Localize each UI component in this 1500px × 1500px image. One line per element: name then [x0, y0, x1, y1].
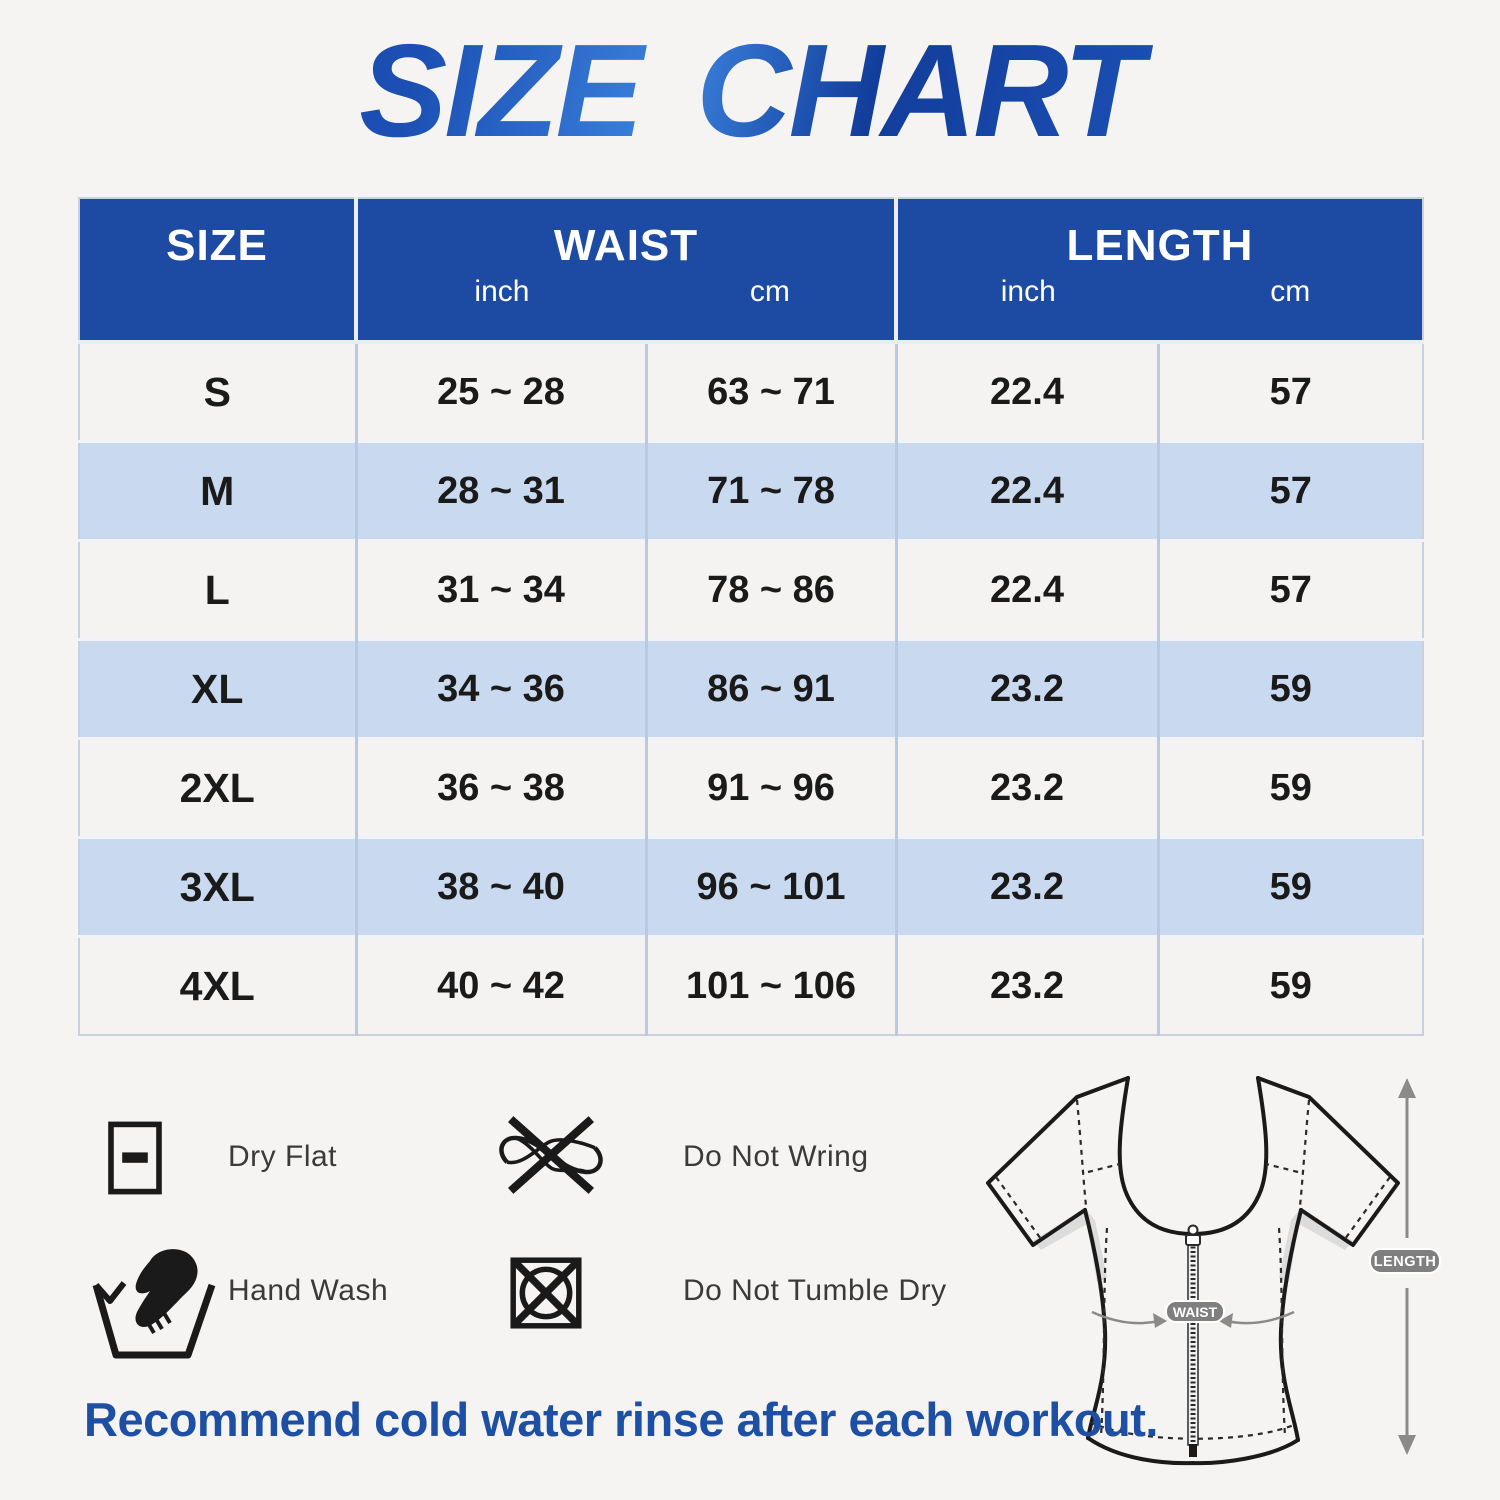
waist-cm-cell: 71 ~ 78 [644, 440, 896, 541]
waist-units: inch cm [358, 275, 894, 309]
dry-flat-label: Dry Flat [228, 1140, 337, 1173]
length-pill-label: LENGTH [1374, 1254, 1437, 1270]
size-cell: M [79, 440, 356, 541]
length-inch-cell: 23.2 [894, 638, 1158, 739]
table-row: XL 34 ~ 36 86 ~ 91 23.2 59 [79, 638, 1423, 739]
waist-inch-cell: 34 ~ 36 [354, 638, 646, 739]
table-header-row: SIZE WAIST inch cm LENGTH inch cm [79, 198, 1423, 344]
waist-header-label: WAIST [553, 221, 699, 270]
waist-cm-cell: 91 ~ 96 [644, 737, 896, 838]
waist-inch-cell: 31 ~ 34 [354, 539, 646, 640]
table-row: L 31 ~ 34 78 ~ 86 22.4 57 [79, 539, 1423, 640]
length-inch-cell: 23.2 [894, 737, 1158, 838]
hand-wash-icon [88, 1243, 228, 1368]
size-table: SIZE WAIST inch cm LENGTH inch cm [78, 197, 1424, 1036]
shirt-seams [995, 1099, 1391, 1440]
waist-inch-cell: 25 ~ 28 [354, 342, 646, 442]
table-row: 3XL 38 ~ 40 96 ~ 101 23.2 59 [79, 836, 1423, 937]
waist-inch-cell: 38 ~ 40 [354, 836, 646, 937]
do-not-tumble-dry-label: Do Not Tumble Dry [683, 1274, 947, 1307]
waist-cm-cell: 96 ~ 101 [644, 836, 896, 937]
length-inch-cell: 22.4 [894, 342, 1158, 442]
shirt-diagram: WAIST LENGTH [986, 1076, 1441, 1466]
size-cell: 4XL [79, 935, 356, 1035]
waist-pill-label: WAIST [1173, 1304, 1218, 1320]
size-cell: S [79, 342, 356, 442]
table-row: S 25 ~ 28 63 ~ 71 22.4 57 [79, 342, 1423, 442]
length-cm-cell: 59 [1156, 836, 1423, 937]
do-not-wring-icon [492, 1112, 610, 1203]
footer-note: Recommend cold water rinse after each wo… [84, 1393, 1158, 1446]
waist-inch-cell: 36 ~ 38 [354, 737, 646, 838]
length-units: inch cm [898, 275, 1422, 309]
length-inch-cell: 22.4 [894, 539, 1158, 640]
waist-arrowhead-right [1219, 1313, 1233, 1328]
table-row: 2XL 36 ~ 38 91 ~ 96 23.2 59 [79, 737, 1423, 838]
zipper [1185, 1224, 1201, 1457]
size-cell: L [79, 539, 356, 640]
waist-pill [1165, 1300, 1225, 1323]
length-inch-cell: 23.2 [894, 935, 1158, 1035]
table-row: 4XL 40 ~ 42 101 ~ 106 23.2 59 [79, 935, 1423, 1035]
length-pill [1369, 1248, 1441, 1274]
col-header-size: SIZE [79, 198, 356, 344]
col-header-length: LENGTH inch cm [894, 198, 1423, 344]
waist-cm-cell: 78 ~ 86 [644, 539, 896, 640]
waist-arrowhead-left [1153, 1313, 1167, 1328]
waist-cm-cell: 101 ~ 106 [644, 935, 896, 1035]
waist-unit-cm: cm [749, 275, 790, 308]
size-cell: XL [79, 638, 356, 739]
length-cm-cell: 59 [1156, 737, 1423, 838]
col-header-waist: WAIST inch cm [354, 198, 896, 344]
page-title: SIZE CHART [0, 18, 1500, 163]
length-header-label: LENGTH [1066, 221, 1254, 270]
dry-flat-icon [103, 1118, 167, 1203]
length-unit-cm: cm [1270, 275, 1311, 308]
do-not-tumble-dry-icon [505, 1252, 587, 1339]
length-unit-inch: inch [1000, 275, 1056, 308]
size-cell: 2XL [79, 737, 356, 838]
waist-arrows [1091, 1310, 1295, 1325]
waist-unit-inch: inch [474, 275, 530, 308]
waist-cm-cell: 86 ~ 91 [644, 638, 896, 739]
size-header-label: SIZE [166, 221, 268, 270]
size-cell: 3XL [79, 836, 356, 937]
length-cm-cell: 57 [1156, 342, 1423, 442]
length-cm-cell: 57 [1156, 539, 1423, 640]
length-cm-cell: 59 [1156, 638, 1423, 739]
length-cm-cell: 59 [1156, 935, 1423, 1035]
length-arrowhead-top [1398, 1078, 1416, 1098]
hand-wash-label: Hand Wash [228, 1274, 389, 1307]
do-not-wring-label: Do Not Wring [683, 1140, 869, 1173]
waist-inch-cell: 28 ~ 31 [354, 440, 646, 541]
waist-inch-cell: 40 ~ 42 [354, 935, 646, 1035]
waist-cm-cell: 63 ~ 71 [644, 342, 896, 442]
length-inch-cell: 22.4 [894, 440, 1158, 541]
table-row: M 28 ~ 31 71 ~ 78 22.4 57 [79, 440, 1423, 541]
length-cm-cell: 57 [1156, 440, 1423, 541]
length-inch-cell: 23.2 [894, 836, 1158, 937]
length-arrowhead-bottom [1398, 1435, 1416, 1455]
